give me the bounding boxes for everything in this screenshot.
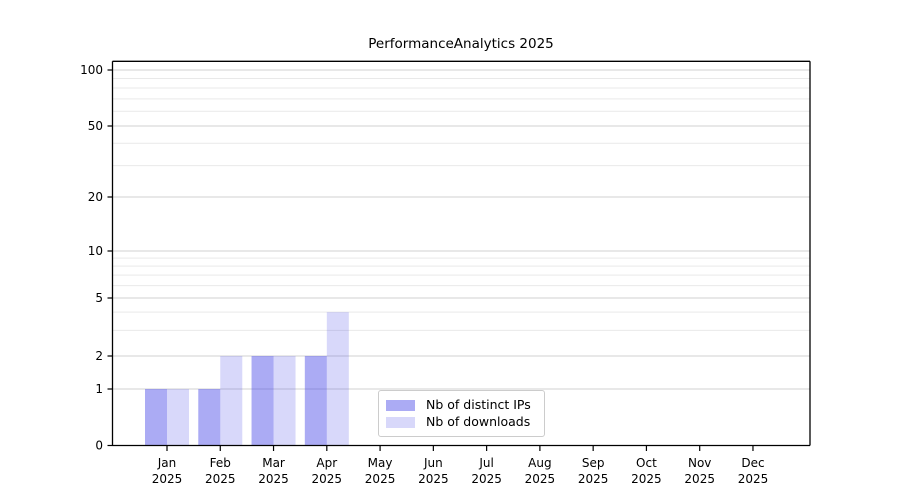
legend-swatch-downloads-icon: [386, 416, 415, 428]
legend-item-downloads: Nb of downloads: [386, 414, 536, 430]
x-tick-label-year: 2025: [312, 472, 343, 486]
x-tick-label-year: 2025: [631, 472, 662, 486]
x-tick-label-month: Dec: [741, 456, 764, 470]
legend-label-distinct-ips: Nb of distinct IPs: [426, 396, 531, 412]
y-tick-label: 1: [95, 382, 103, 396]
y-tick-label: 0: [95, 439, 103, 453]
bar-distinct-ips-mar: [251, 356, 274, 446]
x-tick-label-month: Sep: [582, 456, 605, 470]
x-tick-label-year: 2025: [738, 472, 769, 486]
x-tick-label-year: 2025: [258, 472, 289, 486]
x-tick-label-month: May: [368, 456, 393, 470]
legend-item-distinct-ips: Nb of distinct IPs: [386, 397, 536, 413]
bar-distinct-ips-feb: [198, 389, 221, 446]
legend-swatch-distinct-ips-icon: [386, 399, 415, 411]
x-tick-label-month: Jan: [157, 456, 177, 470]
bar-downloads-apr: [326, 312, 349, 446]
x-tick-label-month: Feb: [210, 456, 231, 470]
legend-label-downloads: Nb of downloads: [426, 413, 531, 429]
y-tick-label: 2: [95, 349, 103, 363]
x-tick-label-month: Jun: [423, 456, 443, 470]
x-tick-label-month: Oct: [636, 456, 657, 470]
y-tick-label: 10: [88, 244, 103, 258]
x-tick-label-year: 2025: [205, 472, 236, 486]
x-tick-label-month: Aug: [528, 456, 551, 470]
x-tick-label-year: 2025: [471, 472, 502, 486]
y-tick-label: 20: [88, 190, 103, 204]
bar-downloads-jan: [167, 389, 189, 446]
y-tick-label: 5: [95, 291, 103, 305]
bar-downloads-feb: [220, 356, 243, 446]
x-tick-label-year: 2025: [365, 472, 396, 486]
x-tick-label-year: 2025: [418, 472, 449, 486]
y-tick-label: 100: [80, 63, 103, 77]
bar-downloads-mar: [273, 356, 296, 446]
x-tick-label-month: Nov: [688, 456, 711, 470]
x-tick-label-year: 2025: [684, 472, 715, 486]
bar-distinct-ips-apr: [304, 356, 327, 446]
chart-title: PerformanceAnalytics 2025: [368, 36, 554, 52]
x-tick-label-month: Jul: [478, 456, 493, 470]
x-tick-label-year: 2025: [525, 472, 556, 486]
x-tick-label-month: Mar: [262, 456, 285, 470]
x-tick-label-year: 2025: [578, 472, 609, 486]
chart-legend: Nb of distinct IPs Nb of downloads: [378, 390, 545, 437]
x-tick-label-year: 2025: [152, 472, 183, 486]
y-tick-label: 50: [88, 119, 103, 133]
bar-distinct-ips-jan: [145, 389, 167, 446]
x-tick-label-month: Apr: [316, 456, 337, 470]
